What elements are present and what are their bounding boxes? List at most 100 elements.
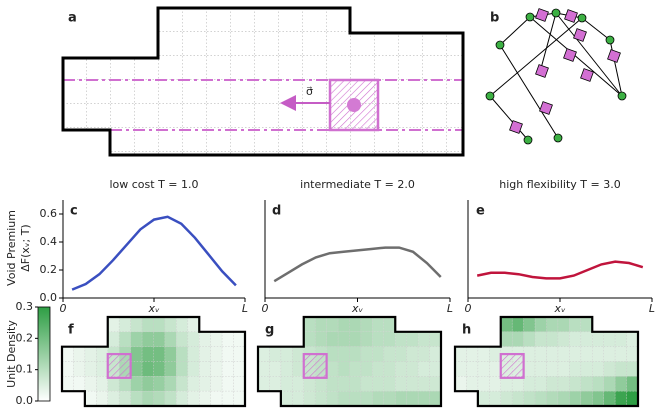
void-center <box>347 98 361 112</box>
heat-cell <box>269 361 282 377</box>
heat-cell <box>626 331 639 347</box>
heat-cell <box>383 346 396 362</box>
heat-cell <box>372 390 385 407</box>
heat-cell <box>187 346 200 362</box>
heat-cell <box>349 390 362 407</box>
heat-cell <box>176 346 189 362</box>
heat-cell <box>383 331 396 347</box>
heat-cell <box>130 376 143 392</box>
heat-cell <box>489 390 501 407</box>
heat-cell <box>534 361 547 377</box>
heat-cell <box>118 331 131 347</box>
heat-cell <box>592 361 604 377</box>
colorbar-tick-label: 0.0 <box>16 394 34 407</box>
axis <box>264 200 450 299</box>
heat-cell <box>303 390 316 407</box>
panel-label: f <box>68 323 74 338</box>
heat-cell <box>557 331 570 347</box>
colorbar-tick-label: 0.3 <box>16 300 34 313</box>
heat-cell <box>546 361 559 377</box>
heat-cell <box>187 331 200 347</box>
heat-cell <box>523 390 536 407</box>
heat-cell <box>141 316 154 333</box>
heat-cell <box>210 390 223 407</box>
heat-cell <box>141 390 154 407</box>
heat-cell <box>569 361 582 377</box>
colorbar <box>37 306 51 402</box>
heat-cell <box>603 376 616 392</box>
heat-cell <box>292 376 304 392</box>
panel-label: b <box>490 11 499 26</box>
heat-cell <box>221 361 234 377</box>
void-square <box>499 352 525 379</box>
heat-cell <box>199 390 211 407</box>
heat-cell <box>523 316 536 333</box>
heat-cell <box>603 331 616 347</box>
panel-label: d <box>272 204 281 219</box>
x-tick-label: 0 <box>60 302 67 315</box>
heat-cell <box>626 346 639 362</box>
x-tick-label: xᵥ <box>147 302 160 315</box>
line <box>476 260 644 280</box>
heat-cell <box>164 331 177 347</box>
heat-cell <box>395 346 407 362</box>
heat-cell <box>96 376 108 392</box>
heat-cell <box>534 346 547 362</box>
heat-cell <box>130 361 143 377</box>
heat-cell <box>360 346 373 362</box>
heat-cell <box>257 346 270 362</box>
heat-cell <box>153 361 166 377</box>
heat-cell <box>580 361 593 377</box>
heat-cell <box>187 316 200 333</box>
x-tick-label: L <box>242 302 248 315</box>
colorbar-tick-label: 0.2 <box>16 331 34 344</box>
heat-cell <box>233 376 246 392</box>
heat-cell <box>337 316 350 333</box>
heat-cell <box>257 376 270 392</box>
heat-cell <box>360 376 373 392</box>
heat-cell <box>406 361 419 377</box>
heat-cell <box>383 376 396 392</box>
heat-cell <box>349 346 362 362</box>
heat-cell <box>141 376 154 392</box>
heat-cell <box>614 376 627 392</box>
heat-cell <box>280 376 293 392</box>
heat-cell <box>349 376 362 392</box>
y-tick-label: 0.0 <box>40 291 58 304</box>
heat-cell <box>326 376 339 392</box>
heat-cell <box>187 390 200 407</box>
heat-cell <box>477 390 490 407</box>
heat-cell <box>141 346 154 362</box>
heat-cell <box>626 390 639 407</box>
heat-cell <box>466 346 479 362</box>
heat-cell <box>326 361 339 377</box>
heat-cell <box>269 376 282 392</box>
heat-cell <box>199 331 211 347</box>
chart-title: low cost T = 1.0 <box>109 178 198 191</box>
heat-cell <box>557 346 570 362</box>
heat-cell <box>118 390 131 407</box>
heat-cell <box>210 361 223 377</box>
grid <box>63 8 463 155</box>
heat-cell <box>141 361 154 377</box>
heat-cell <box>626 361 639 377</box>
heat-cell <box>292 390 304 407</box>
heat-cell <box>383 316 396 333</box>
heat-cell <box>546 331 559 347</box>
heat-cell <box>592 376 604 392</box>
heat-cell <box>337 346 350 362</box>
heat-cell <box>176 361 189 377</box>
outline <box>61 6 465 157</box>
x-tick-label: L <box>649 302 655 315</box>
heat-cell <box>360 316 373 333</box>
heat-cell <box>534 390 547 407</box>
x-tick-label: 0 <box>262 302 269 315</box>
heat-cell <box>176 390 189 407</box>
heat-cell <box>534 316 547 333</box>
heat-cell <box>557 376 570 392</box>
x-tick-label: xᵥ <box>553 302 566 315</box>
heat-cell <box>523 361 536 377</box>
heat-cell <box>580 390 593 407</box>
heat-cell <box>417 346 430 362</box>
force-label: σ⃗ <box>306 85 313 98</box>
